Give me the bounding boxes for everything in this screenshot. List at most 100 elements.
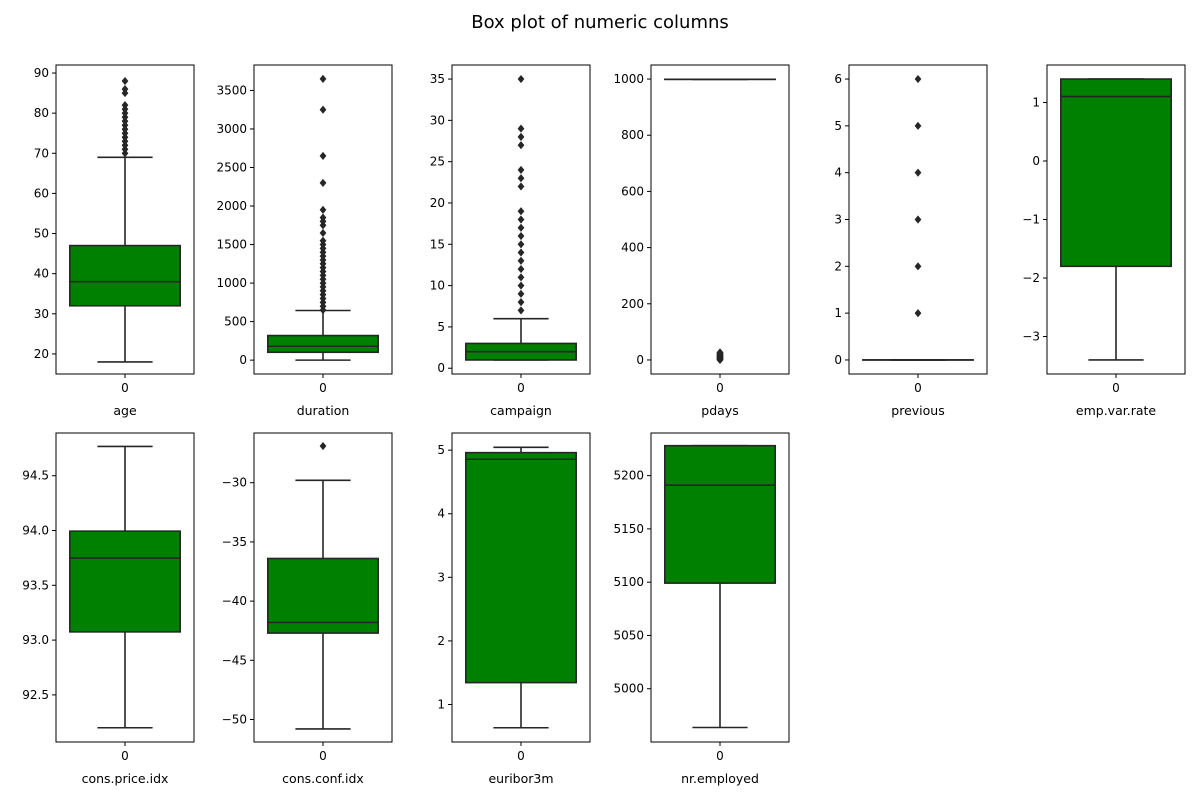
y-tick-label: −3	[1022, 330, 1040, 344]
y-tick-label: 600	[621, 184, 644, 198]
subplot-previous: 0 1 2 3 4 5 6 0 previous	[834, 65, 987, 418]
y-tick-label: 35	[430, 72, 445, 86]
y-tick-label: 800	[621, 128, 644, 142]
y-tick-label: 90	[34, 66, 49, 80]
y-tick-label: 70	[34, 146, 49, 160]
y-tick-label: 0	[437, 361, 445, 375]
y-tick-label: 3	[834, 213, 842, 227]
y-tick-label: 94.5	[22, 469, 49, 483]
x-tick-label: 0	[319, 381, 327, 395]
chart-title: Box plot of numeric columns	[0, 12, 1200, 33]
y-tick-label: 30	[34, 307, 49, 321]
y-tick-label: 5200	[613, 469, 644, 483]
y-tick-label: 20	[34, 347, 49, 361]
axes-frame	[651, 65, 789, 374]
y-tick-label: 6	[834, 72, 842, 86]
x-tick-label: 0	[121, 381, 129, 395]
y-tick-label: 1500	[216, 238, 247, 252]
x-axis-label: pdays	[701, 403, 738, 418]
y-tick-label: 10	[430, 279, 445, 293]
y-tick-label: 4	[834, 166, 842, 180]
y-tick-label: 1000	[216, 276, 247, 290]
y-tick-label: −1	[1022, 213, 1040, 227]
y-tick-label: 1	[1032, 95, 1040, 109]
y-tick-label: 3500	[216, 83, 247, 97]
subplot-pdays: 0 200 400 600 800 1000 0 pdays	[613, 65, 789, 418]
subplot-nr-employed: 5000 5050 5100 5150 5200 0 nr.employed	[613, 433, 789, 786]
x-axis-label: previous	[891, 403, 944, 418]
y-tick-label: 400	[621, 241, 644, 255]
subplot-age: 20 30 40 50 60 70 80 90 0 age	[34, 65, 194, 418]
y-tick-label: 5000	[613, 682, 644, 696]
y-tick-label: 60	[34, 186, 49, 200]
x-axis-label: age	[113, 403, 137, 418]
y-tick-label: 30	[430, 113, 445, 127]
y-tick-label: 0	[239, 353, 247, 367]
y-tick-label: 500	[224, 315, 247, 329]
iqr-box	[268, 336, 378, 353]
x-axis-label: campaign	[490, 403, 552, 418]
x-axis-label: nr.employed	[681, 771, 759, 786]
iqr-box	[70, 531, 180, 632]
x-tick-label: 0	[914, 381, 922, 395]
y-tick-label: 1	[437, 697, 445, 711]
y-tick-label: 1000	[613, 72, 644, 86]
y-tick-label: −30	[222, 476, 247, 490]
y-tick-label: 4	[437, 507, 445, 521]
iqr-box	[466, 453, 576, 683]
y-tick-label: 20	[430, 196, 445, 210]
y-tick-label: 94.0	[22, 524, 49, 538]
x-tick-label: 0	[716, 381, 724, 395]
x-tick-label: 0	[716, 749, 724, 763]
y-tick-label: 1	[834, 306, 842, 320]
subplot-euribor3m: 1 2 3 4 5 0 euribor3m	[437, 433, 590, 786]
x-tick-label: 0	[517, 381, 525, 395]
x-tick-label: 0	[517, 749, 525, 763]
iqr-box	[665, 446, 775, 583]
y-tick-label: 2000	[216, 199, 247, 213]
y-tick-label: 5050	[613, 628, 644, 642]
y-tick-label: 5	[437, 443, 445, 457]
y-tick-label: 5	[437, 320, 445, 334]
subplot-campaign: 0 5 10 15 20 25 30 35 0 campaign	[430, 65, 590, 418]
y-tick-label: 200	[621, 297, 644, 311]
y-tick-label: 2	[834, 259, 842, 273]
y-tick-label: 50	[34, 227, 49, 241]
y-tick-label: 2	[437, 634, 445, 648]
y-tick-label: −50	[222, 713, 247, 727]
y-tick-label: 93.0	[22, 633, 49, 647]
subplot-cons-price-idx: 92.5 93.0 93.5 94.0 94.5 0 cons.price.idx	[22, 433, 194, 786]
y-tick-label: 2500	[216, 160, 247, 174]
x-tick-label: 0	[319, 749, 327, 763]
y-tick-label: 92.5	[22, 688, 49, 702]
y-tick-label: 80	[34, 106, 49, 120]
y-tick-label: 0	[636, 353, 644, 367]
y-tick-label: −35	[222, 535, 247, 549]
x-axis-label: emp.var.rate	[1076, 403, 1156, 418]
subplot-duration: 0 500 1000 1500 2000 2500 3000 3500 0 duration	[216, 65, 392, 418]
y-tick-label: 5100	[613, 575, 644, 589]
x-tick-label: 0	[1112, 381, 1120, 395]
y-tick-label: 0	[1032, 154, 1040, 168]
y-tick-label: 93.5	[22, 578, 49, 592]
y-tick-label: 0	[834, 353, 842, 367]
y-tick-label: 25	[430, 155, 445, 169]
x-axis-label: cons.price.idx	[82, 771, 169, 786]
y-tick-label: 15	[430, 237, 445, 251]
x-tick-label: 0	[121, 749, 129, 763]
x-axis-label: euribor3m	[488, 771, 553, 786]
x-axis-label: duration	[297, 403, 350, 418]
x-axis-label: cons.conf.idx	[282, 771, 364, 786]
y-tick-label: 40	[34, 267, 49, 281]
y-tick-label: 5150	[613, 522, 644, 536]
y-tick-label: 3	[437, 570, 445, 584]
iqr-box	[1061, 79, 1171, 266]
y-tick-label: 3000	[216, 122, 247, 136]
y-tick-label: 5	[834, 119, 842, 133]
iqr-box	[70, 246, 180, 306]
y-tick-label: −40	[222, 594, 247, 608]
